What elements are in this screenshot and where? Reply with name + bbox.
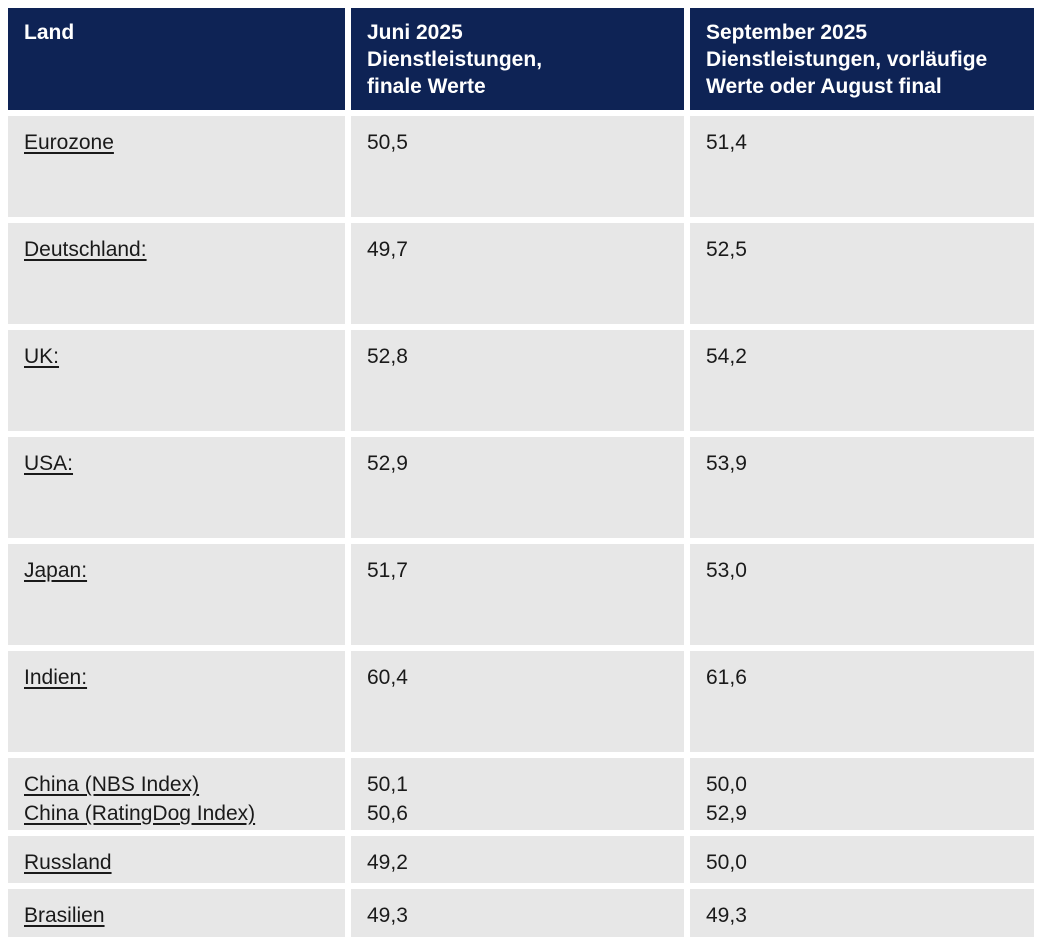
- header-june-2025: Juni 2025 Dienstleistungen, finale Werte: [351, 8, 684, 110]
- country-cell-uk: UK:: [8, 330, 345, 431]
- country-cell-brasilien: Brasilien: [8, 889, 345, 937]
- value-cell-indien-september: 61,6: [690, 651, 1034, 752]
- country-link-eurozone[interactable]: Eurozone: [24, 131, 114, 154]
- country-link-uk[interactable]: UK:: [24, 345, 60, 368]
- value-cell-japan-september: 53,0: [690, 544, 1034, 645]
- header-september-2025: September 2025 Dienstleistungen, vorläuf…: [690, 8, 1034, 110]
- value-cell-russland-june: 49,2: [351, 836, 684, 883]
- country-cell-usa: USA:: [8, 437, 345, 538]
- country-link-indien[interactable]: Indien:: [24, 666, 88, 689]
- country-link-russland[interactable]: Russland: [24, 851, 112, 874]
- country-cell-indien: Indien:: [8, 651, 345, 752]
- value-cell-brasilien-september: 49,3: [690, 889, 1034, 937]
- value-cell-usa-june: 52,9: [351, 437, 684, 538]
- country-cell-russland: Russland: [8, 836, 345, 883]
- value-cell-brasilien-june: 49,3: [351, 889, 684, 937]
- value-cell-deutschland-september: 52,5: [690, 223, 1034, 324]
- header-land: Land: [8, 8, 345, 110]
- country-cell-deutschland: Deutschland:: [8, 223, 345, 324]
- country-link-deutschland[interactable]: Deutschland:: [24, 238, 147, 261]
- value-cell-uk-june: 52,8: [351, 330, 684, 431]
- value-cell-japan-june: 51,7: [351, 544, 684, 645]
- country-cell-japan: Japan:: [8, 544, 345, 645]
- value-cell-deutschland-june: 49,7: [351, 223, 684, 324]
- value-cell-eurozone-june: 50,5: [351, 116, 684, 217]
- value-cell-china-september: 50,0 52,9: [690, 758, 1034, 830]
- country-link-japan[interactable]: Japan:: [24, 559, 88, 582]
- value-cell-indien-june: 60,4: [351, 651, 684, 752]
- value-cell-russland-september: 50,0: [690, 836, 1034, 883]
- country-link-brasilien[interactable]: Brasilien: [24, 904, 105, 927]
- value-cell-usa-september: 53,9: [690, 437, 1034, 538]
- country-link-china-nbs[interactable]: China (NBS Index): [24, 773, 200, 796]
- country-cell-eurozone: Eurozone: [8, 116, 345, 217]
- country-link-china-ratingdog[interactable]: China (RatingDog Index): [24, 802, 256, 825]
- country-link-usa[interactable]: USA:: [24, 452, 74, 475]
- value-cell-uk-september: 54,2: [690, 330, 1034, 431]
- value-cell-china-june: 50,1 50,6: [351, 758, 684, 830]
- country-cell-china: China (NBS Index) China (RatingDog Index…: [8, 758, 345, 830]
- value-cell-eurozone-september: 51,4: [690, 116, 1034, 217]
